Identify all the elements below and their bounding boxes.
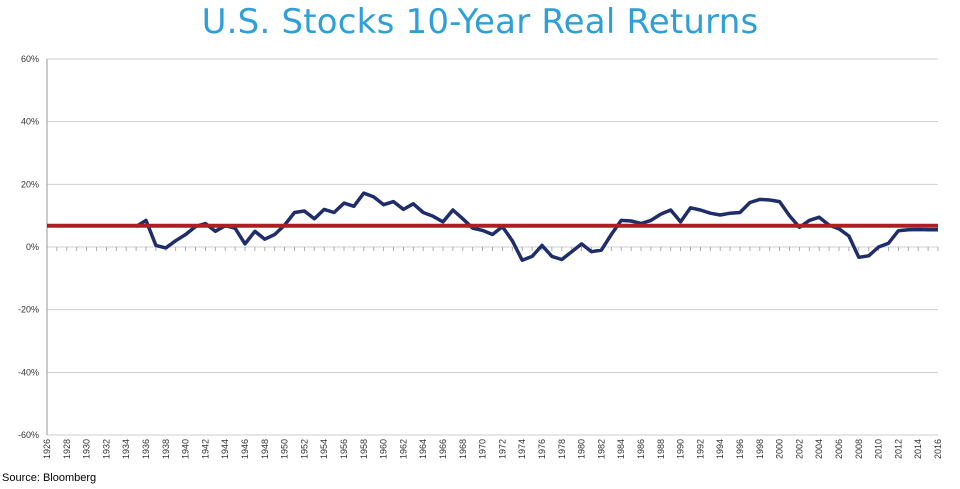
x-tick-label: 1970	[478, 439, 488, 459]
x-tick-label: 1958	[359, 439, 369, 459]
y-tick-label: -40%	[18, 367, 39, 377]
x-tick-label: 2000	[775, 439, 785, 459]
x-tick-label: 2010	[874, 439, 884, 459]
x-tick-label: 1954	[319, 439, 329, 459]
x-tick-label: 1952	[299, 439, 309, 459]
x-tick-label: 1988	[656, 439, 666, 459]
x-tick-label: 1930	[82, 439, 92, 459]
x-tick-label: 1998	[755, 439, 765, 459]
x-tick-label: 1960	[379, 439, 389, 459]
x-tick-label: 1940	[181, 439, 191, 459]
x-tick-label: 1934	[121, 439, 131, 459]
y-tick-label: -60%	[18, 430, 39, 440]
x-tick-label: 1932	[101, 439, 111, 459]
x-tick-label: 1980	[577, 439, 587, 459]
x-tick-label: 2012	[893, 439, 903, 459]
x-tick-label: 1926	[42, 439, 52, 459]
x-tick-label: 1956	[339, 439, 349, 459]
x-tick-label: 1966	[438, 439, 448, 459]
x-tick-label: 1950	[280, 439, 290, 459]
x-tick-label: 2014	[913, 439, 923, 459]
y-tick-label: 40%	[21, 117, 39, 127]
x-tick-label: 2004	[814, 439, 824, 459]
x-tick-label: 1996	[735, 439, 745, 459]
x-tick-label: 1944	[220, 439, 230, 459]
x-tick-label: 1990	[676, 439, 686, 459]
y-tick-label: -20%	[18, 305, 39, 315]
chart-title: U.S. Stocks 10-Year Real Returns	[201, 2, 759, 42]
x-tick-label: 1946	[240, 439, 250, 459]
y-tick-label: 60%	[21, 54, 39, 64]
x-tick-label: 1972	[497, 439, 507, 459]
x-tick-label: 1976	[537, 439, 547, 459]
y-tick-label: 0%	[26, 242, 39, 252]
x-tick-label: 1984	[616, 439, 626, 459]
x-tick-label: 2016	[933, 439, 943, 459]
x-tick-label: 1928	[62, 439, 72, 459]
x-tick-label: 1994	[715, 439, 725, 459]
x-tick-label: 1942	[200, 439, 210, 459]
x-tick-label: 1936	[141, 439, 151, 459]
x-tick-label: 1964	[418, 439, 428, 459]
x-tick-label: 1962	[398, 439, 408, 459]
source-note: Source: Bloomberg	[2, 472, 97, 484]
x-tick-label: 1978	[557, 439, 567, 459]
x-tick-label: 1974	[517, 439, 527, 459]
y-tick-label: 20%	[21, 179, 39, 189]
x-tick-label: 1948	[260, 439, 270, 459]
x-tick-label: 1968	[458, 439, 468, 459]
x-tick-label: 2008	[854, 439, 864, 459]
x-tick-label: 1992	[695, 439, 705, 459]
x-tick-label: 2006	[834, 439, 844, 459]
x-tick-label: 1986	[636, 439, 646, 459]
x-tick-label: 2002	[794, 439, 804, 459]
x-tick-label: 1982	[596, 439, 606, 459]
x-tick-label: 1938	[161, 439, 171, 459]
